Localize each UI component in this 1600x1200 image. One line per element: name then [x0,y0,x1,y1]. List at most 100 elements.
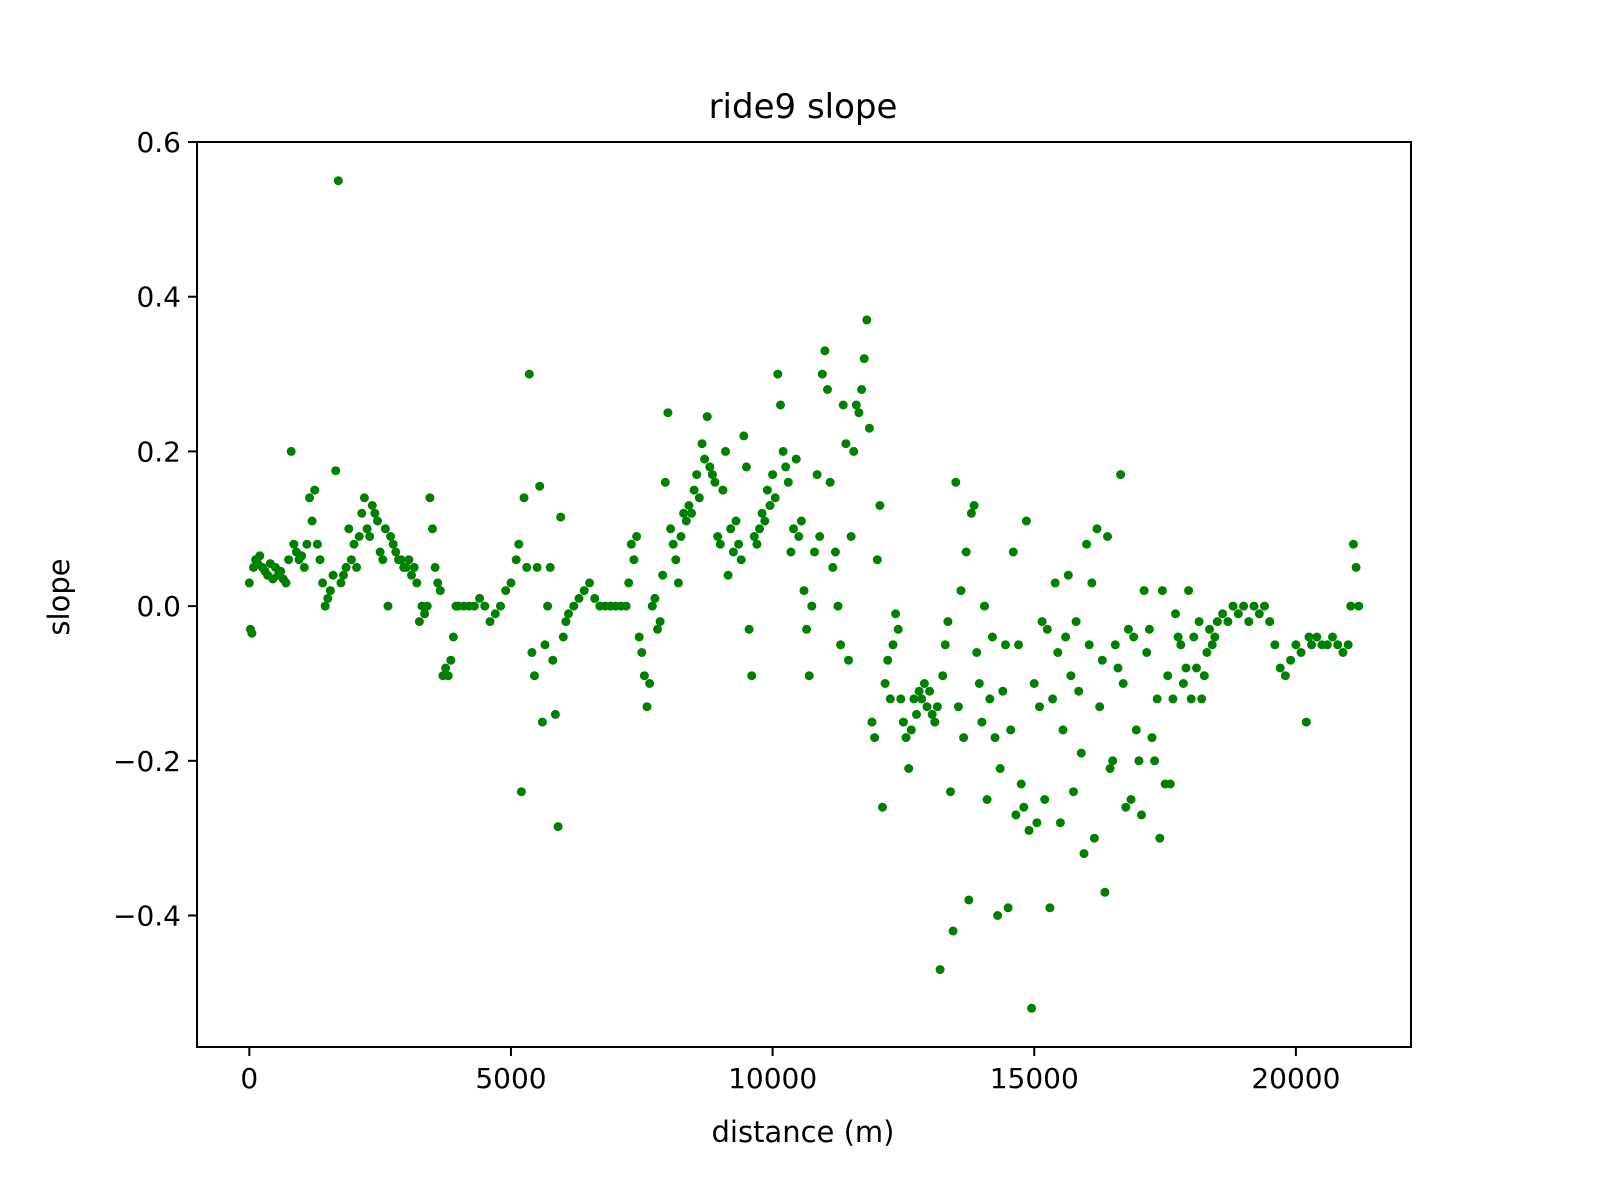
data-point [1291,640,1301,650]
data-point [982,795,992,804]
points-layer [244,176,1364,1013]
data-point [972,648,982,657]
data-point [1042,624,1052,634]
data-point [590,593,600,603]
data-point [864,423,874,433]
data-point [433,578,443,588]
data-point [687,508,696,518]
plot-frame [196,141,1412,1048]
data-point [1178,679,1188,688]
data-point [796,516,806,526]
data-point [757,508,767,518]
data-point [480,601,490,611]
data-point [888,640,898,650]
data-point [535,481,545,491]
data-point [702,412,712,422]
data-point [380,524,390,534]
data-point [297,551,307,561]
data-point [1142,648,1152,657]
data-point [812,470,822,480]
data-point [663,408,673,418]
data-point [420,609,430,619]
y-tick-label: −0.4 [113,900,181,933]
data-point [859,354,869,364]
data-point [545,562,555,572]
data-point [1071,617,1081,627]
data-point [331,466,341,476]
data-point [906,725,916,735]
data-point [723,570,733,580]
data-point [359,493,369,503]
data-point [1092,524,1102,534]
data-point [318,578,328,588]
data-point [998,686,1008,696]
data-point [964,895,974,905]
data-point [1087,578,1097,588]
data-point [1061,632,1071,642]
data-point [679,508,689,518]
data-point [700,454,710,464]
y-tick-label: 0.4 [136,281,181,314]
data-point [1050,578,1060,588]
data-point [1194,617,1204,627]
data-point [1202,648,1212,657]
data-point [1351,562,1361,572]
data-point [791,454,801,464]
data-point [789,524,798,534]
data-point [846,532,856,541]
data-point [556,512,566,522]
data-point [305,493,314,503]
data-point [951,477,961,487]
data-point [325,586,335,596]
data-point [1304,632,1314,642]
data-point [1348,539,1358,549]
data-point [1069,787,1078,797]
data-point [354,532,364,541]
data-point [707,470,717,480]
data-point [995,764,1005,773]
data-point [626,539,636,549]
data-point [1244,617,1254,627]
data-point [718,485,728,495]
data-point [302,539,312,549]
data-point [1040,795,1050,804]
data-point [1021,516,1031,526]
data-point [1129,632,1139,642]
data-point [1014,640,1023,650]
data-point [838,400,848,410]
data-point [373,516,382,526]
data-point [1165,779,1175,789]
data-point [490,609,500,619]
data-point [1121,802,1131,812]
data-point [553,822,563,832]
data-point [773,369,783,379]
data-point [1239,601,1249,611]
data-point [506,578,516,588]
data-point [909,694,919,704]
data-point [940,640,950,650]
data-point [585,578,594,588]
data-point [511,555,521,565]
data-point [731,516,741,526]
data-point [1113,663,1123,673]
data-point [1207,640,1217,650]
data-point [1139,586,1149,596]
data-point [475,593,485,603]
data-point [1333,640,1343,650]
data-point [1338,648,1348,657]
data-point [1089,833,1099,843]
data-point [930,717,940,727]
data-point [1103,532,1112,541]
data-point [739,431,749,441]
x-tick-label: 15000 [990,1062,1079,1095]
data-point [681,516,691,526]
data-point [794,532,804,541]
data-point [1084,640,1094,650]
data-point [1270,640,1280,650]
data-point [435,586,445,596]
data-point [802,624,812,634]
data-point [1346,601,1356,611]
data-point [1035,702,1044,712]
data-point [1210,632,1220,642]
data-point [650,593,660,603]
